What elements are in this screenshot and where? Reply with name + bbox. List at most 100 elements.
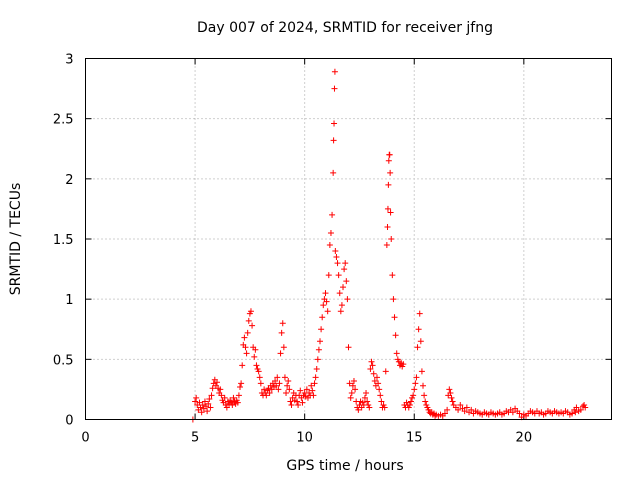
data-point bbox=[349, 382, 356, 389]
data-point bbox=[344, 296, 351, 303]
data-point bbox=[326, 242, 333, 249]
data-point bbox=[417, 338, 424, 345]
data-point bbox=[378, 398, 385, 405]
data-point bbox=[332, 248, 339, 255]
data-point bbox=[310, 392, 317, 399]
data-point bbox=[255, 368, 262, 375]
data-point bbox=[387, 169, 394, 176]
data-point bbox=[196, 399, 203, 406]
data-point bbox=[208, 392, 215, 399]
data-point bbox=[199, 402, 206, 409]
data-point bbox=[412, 380, 419, 387]
y-axis-label: SRMTID / TECUs bbox=[8, 183, 24, 296]
data-point bbox=[338, 302, 345, 309]
data-point bbox=[388, 236, 395, 242]
data-point bbox=[277, 350, 284, 357]
data-point bbox=[252, 346, 259, 353]
data-point bbox=[582, 404, 589, 411]
x-tick-label: 20 bbox=[516, 431, 533, 446]
data-point bbox=[280, 344, 287, 351]
data-point bbox=[385, 157, 392, 164]
data-points bbox=[189, 68, 589, 423]
data-point bbox=[261, 386, 268, 393]
data-point bbox=[364, 398, 371, 405]
data-point bbox=[193, 394, 200, 401]
data-point bbox=[569, 410, 576, 417]
data-point bbox=[257, 380, 264, 387]
data-point bbox=[287, 398, 294, 405]
data-point bbox=[318, 326, 325, 333]
data-point bbox=[325, 272, 332, 279]
data-point bbox=[577, 406, 584, 413]
data-point bbox=[303, 386, 310, 393]
data-point bbox=[375, 380, 382, 387]
data-point bbox=[205, 400, 212, 407]
data-point bbox=[329, 211, 336, 218]
data-point bbox=[416, 310, 423, 317]
data-point bbox=[573, 404, 580, 411]
data-point bbox=[366, 404, 373, 411]
data-point bbox=[400, 361, 407, 368]
data-point bbox=[367, 365, 374, 372]
data-point bbox=[286, 386, 293, 393]
data-point bbox=[330, 137, 337, 144]
data-point bbox=[410, 392, 417, 399]
data-point bbox=[330, 169, 337, 176]
data-point bbox=[420, 382, 427, 389]
data-point bbox=[278, 329, 285, 336]
data-point bbox=[384, 205, 391, 212]
data-point bbox=[368, 358, 375, 365]
data-point bbox=[206, 396, 213, 403]
y-tick-label: 2.5 bbox=[53, 113, 74, 128]
data-point bbox=[446, 386, 453, 393]
data-point bbox=[370, 370, 377, 377]
data-point bbox=[392, 332, 399, 339]
data-point bbox=[315, 346, 322, 353]
data-point bbox=[295, 402, 302, 409]
data-point bbox=[391, 314, 398, 321]
data-point bbox=[243, 350, 250, 357]
data-point bbox=[381, 404, 388, 411]
data-point bbox=[319, 314, 326, 321]
axis-ticks: 0 5 10 15 20 0 0.5 1 1.5 2 2.5 3 bbox=[53, 53, 612, 446]
data-point bbox=[373, 374, 380, 381]
y-tick-label: 0.5 bbox=[53, 353, 74, 368]
data-point bbox=[457, 402, 464, 409]
data-point bbox=[389, 272, 396, 279]
data-point bbox=[239, 362, 246, 369]
x-tick-label: 0 bbox=[81, 431, 89, 446]
data-point bbox=[201, 398, 208, 405]
data-point bbox=[204, 408, 211, 415]
data-point bbox=[335, 272, 342, 279]
data-point bbox=[251, 353, 258, 360]
data-point bbox=[263, 392, 270, 399]
data-point bbox=[361, 394, 368, 401]
data-point bbox=[413, 374, 420, 381]
data-point bbox=[343, 278, 350, 285]
data-point bbox=[415, 326, 422, 333]
data-point bbox=[336, 290, 343, 297]
data-point bbox=[337, 308, 344, 315]
data-point bbox=[207, 404, 214, 411]
data-point bbox=[256, 374, 263, 381]
data-point bbox=[509, 409, 516, 416]
data-point bbox=[276, 380, 283, 387]
data-point bbox=[341, 266, 348, 273]
data-point bbox=[448, 394, 455, 401]
data-point bbox=[393, 350, 400, 357]
data-point bbox=[309, 387, 316, 394]
y-tick-label: 0 bbox=[65, 414, 73, 429]
data-point bbox=[284, 382, 291, 389]
data-point bbox=[245, 317, 252, 324]
data-point bbox=[572, 409, 579, 416]
data-point bbox=[288, 402, 295, 409]
data-point bbox=[198, 409, 205, 416]
data-point bbox=[342, 260, 349, 267]
data-point bbox=[274, 374, 281, 381]
data-point bbox=[411, 386, 418, 393]
data-point bbox=[275, 386, 282, 393]
data-point bbox=[331, 85, 338, 92]
data-point bbox=[281, 374, 288, 381]
